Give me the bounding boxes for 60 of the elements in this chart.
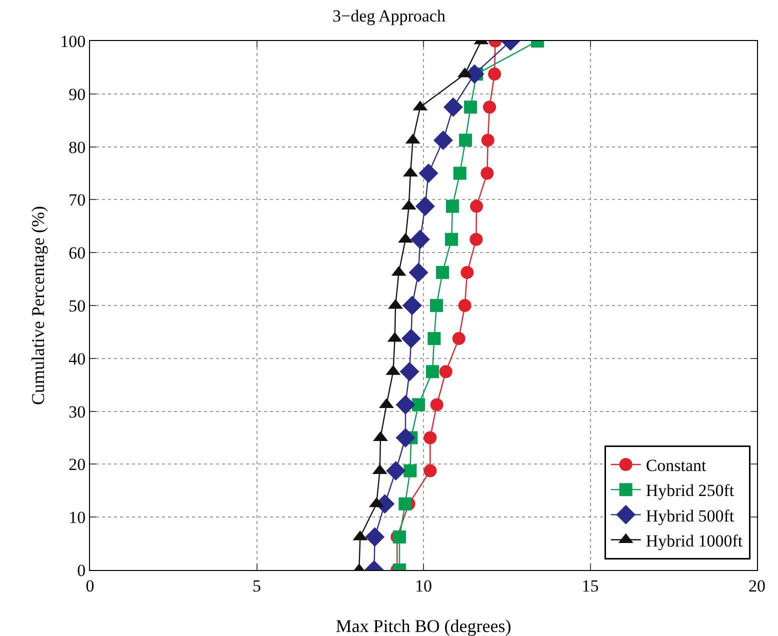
- point: [460, 266, 474, 279]
- point: [470, 232, 483, 246]
- chart-title: 3−deg Approach: [332, 6, 446, 26]
- y-tick-label: 100: [60, 32, 86, 51]
- point: [424, 464, 437, 478]
- point: [396, 428, 416, 448]
- y-tick-label: 10: [68, 508, 86, 528]
- point: [439, 365, 452, 378]
- point: [481, 134, 494, 147]
- point: [410, 230, 430, 250]
- point: [443, 97, 463, 117]
- y-tick-label: 30: [68, 402, 86, 422]
- point: [408, 262, 428, 282]
- point: [464, 100, 478, 114]
- point: [418, 164, 438, 183]
- x-axis-title: Max Pitch BO (degrees): [336, 616, 512, 636]
- point: [483, 100, 496, 114]
- point: [452, 332, 466, 346]
- point: [480, 166, 494, 180]
- point: [412, 398, 425, 412]
- y-tick-label: 90: [68, 84, 86, 104]
- y-axis-title: Cumulative Percentage (%): [28, 206, 48, 405]
- point: [398, 497, 412, 510]
- point: [415, 196, 435, 216]
- y-tick-label: 80: [68, 138, 86, 157]
- point: [426, 365, 439, 378]
- point: [430, 398, 444, 412]
- point: [402, 296, 422, 316]
- point: [433, 130, 453, 150]
- point: [458, 299, 472, 312]
- point: [424, 431, 437, 444]
- y-tick-label: 50: [68, 296, 86, 316]
- y-tick-label: 0: [77, 560, 86, 580]
- point: [488, 68, 502, 81]
- point: [400, 362, 420, 382]
- point: [430, 299, 444, 312]
- legend-label: Hybrid 500ft: [646, 506, 734, 526]
- x-tick-label: 10: [415, 576, 432, 596]
- point: [445, 232, 458, 246]
- point: [401, 328, 421, 348]
- point: [436, 266, 450, 279]
- point: [396, 394, 416, 414]
- x-tick-label: 15: [582, 576, 599, 596]
- legend-label: Constant: [646, 456, 707, 476]
- y-tick-label: 60: [68, 244, 86, 263]
- point: [428, 332, 441, 346]
- point: [404, 464, 417, 478]
- x-tick-label: 20: [748, 576, 766, 596]
- y-tick-label: 20: [68, 455, 86, 474]
- x-tick-label: 5: [252, 576, 261, 596]
- legend-label: Hybrid 250ft: [646, 481, 734, 500]
- y-tick-label: 40: [68, 349, 86, 368]
- point: [453, 166, 466, 180]
- point: [365, 527, 385, 547]
- point: [386, 461, 406, 481]
- point: [446, 200, 460, 213]
- point: [459, 134, 472, 147]
- point: [470, 200, 484, 213]
- y-tick-label: 70: [68, 190, 86, 210]
- legend-label: Hybrid 1000ft: [646, 531, 743, 550]
